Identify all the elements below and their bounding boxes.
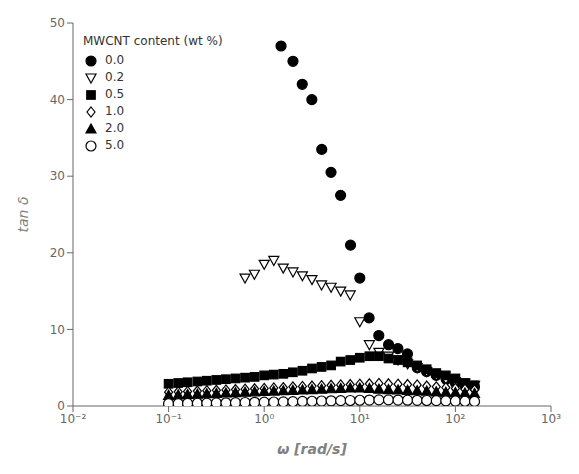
svg-text:10: 10 bbox=[50, 323, 65, 337]
html-text:5.0: 5.0 bbox=[105, 138, 125, 152]
svg-text:tan δ: tan δ bbox=[15, 197, 31, 233]
svg-text:ω [rad/s]: ω [rad/s] bbox=[277, 441, 347, 457]
svg-text:50: 50 bbox=[50, 16, 65, 30]
svg-text:30: 30 bbox=[50, 169, 65, 183]
svg-text:0: 0 bbox=[57, 399, 65, 413]
svg-text:10¹: 10¹ bbox=[350, 412, 370, 426]
svg-text:10²: 10² bbox=[445, 412, 465, 426]
html-text:0.2: 0.2 bbox=[105, 70, 125, 84]
svg-text:10⁻²: 10⁻² bbox=[60, 412, 87, 426]
svg-text:40: 40 bbox=[50, 93, 65, 107]
html-text:2.0: 2.0 bbox=[105, 121, 125, 135]
svg-text:10⁰: 10⁰ bbox=[254, 412, 274, 426]
svg-text:10³: 10³ bbox=[541, 412, 561, 426]
html-text:0.0: 0.0 bbox=[105, 53, 125, 67]
svg-text:20: 20 bbox=[50, 246, 65, 260]
html-text:0.5: 0.5 bbox=[105, 87, 125, 101]
html-text:1.0: 1.0 bbox=[105, 104, 125, 118]
svg-text:10⁻¹: 10⁻¹ bbox=[155, 412, 182, 426]
html-text:MWCNT content (wt %): MWCNT content (wt %) bbox=[83, 34, 223, 48]
